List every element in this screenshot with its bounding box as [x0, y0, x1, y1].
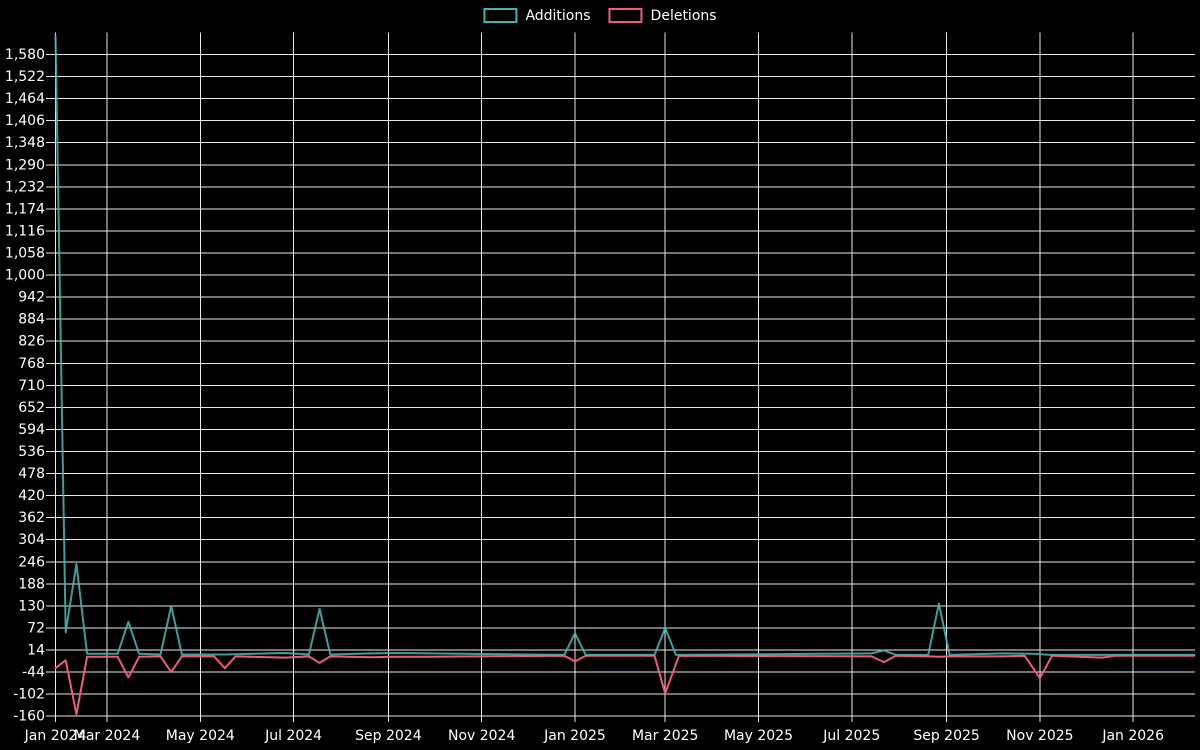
x-axis-tick-label: Sep 2025 — [913, 728, 979, 744]
y-axis-tick-label: 536 — [18, 444, 45, 460]
y-axis-tick-label: 1,522 — [5, 69, 45, 85]
y-axis-tick-label: 768 — [18, 356, 45, 372]
y-axis-tick-label: 1,058 — [5, 245, 45, 261]
y-axis-tick-label: 246 — [18, 554, 45, 570]
x-axis-tick-label: Mar 2024 — [74, 728, 141, 744]
y-axis-tick-label: -102 — [13, 687, 45, 703]
y-axis-tick-label: 362 — [18, 510, 45, 526]
x-axis-tick-label: Mar 2025 — [632, 728, 699, 744]
x-axis-tick-label: Jan 2025 — [543, 728, 606, 744]
x-axis-tick-label: Jan 2024 — [24, 728, 87, 744]
x-axis-tick-label: May 2025 — [724, 728, 793, 744]
y-axis-tick-label: 130 — [18, 598, 45, 614]
y-axis-tick-label: 1,464 — [5, 91, 45, 107]
y-axis-tick-label: 884 — [18, 312, 45, 328]
x-axis-tick-label: Sep 2024 — [355, 728, 422, 744]
additions-series-line — [54, 34, 1196, 656]
y-axis-tick-label: 710 — [18, 378, 45, 394]
y-axis-tick-label: 188 — [18, 576, 45, 592]
y-axis-tick-label: 1,116 — [5, 223, 45, 239]
y-axis-tick-label: 1,290 — [5, 157, 45, 173]
deletions-series-line — [54, 654, 1196, 716]
x-axis-tick-label: Jul 2024 — [264, 728, 322, 744]
y-axis-tick-label: 1,348 — [5, 135, 45, 151]
y-axis-tick-label: -160 — [13, 709, 45, 725]
y-axis-tick-label: 420 — [18, 488, 45, 504]
y-axis-tick-label: 942 — [18, 290, 45, 306]
x-axis-tick-label: Jul 2025 — [822, 728, 880, 744]
x-axis-tick-label: May 2024 — [166, 728, 235, 744]
y-axis-tick-label: 478 — [18, 466, 45, 482]
y-axis-tick-label: 1,174 — [5, 201, 45, 217]
x-axis-tick-label: Nov 2024 — [448, 728, 515, 744]
y-axis-tick-label: -44 — [22, 665, 45, 681]
x-axis-tick-label: Jan 2026 — [1101, 728, 1164, 744]
legend-item-additions[interactable]: Additions — [483, 7, 591, 24]
y-axis-tick-label: 1,580 — [5, 47, 45, 63]
y-axis-tick-label: 652 — [18, 400, 45, 416]
y-axis-tick-label: 826 — [18, 334, 45, 350]
y-axis-tick-label: 14 — [27, 642, 45, 658]
y-axis-tick-label: 72 — [27, 620, 45, 636]
legend-label-deletions: Deletions — [650, 7, 717, 24]
chart-legend: Additions Deletions — [483, 7, 717, 24]
x-axis-tick-label: Nov 2025 — [1006, 728, 1073, 744]
y-axis-tick-label: 1,232 — [5, 179, 45, 195]
y-axis-tick-label: 1,406 — [5, 113, 45, 129]
legend-label-additions: Additions — [525, 7, 591, 24]
deletions-series-swatch-icon — [608, 8, 643, 23]
legend-item-deletions[interactable]: Deletions — [608, 7, 717, 24]
additions-series-swatch-icon — [483, 8, 518, 23]
y-axis-tick-label: 594 — [18, 422, 45, 438]
y-axis-tick-label: 1,000 — [5, 268, 45, 284]
y-axis-tick-label: 304 — [18, 532, 45, 548]
